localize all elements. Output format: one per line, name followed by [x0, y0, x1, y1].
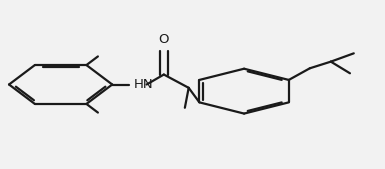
Text: O: O: [159, 33, 169, 46]
Text: HN: HN: [133, 78, 153, 91]
